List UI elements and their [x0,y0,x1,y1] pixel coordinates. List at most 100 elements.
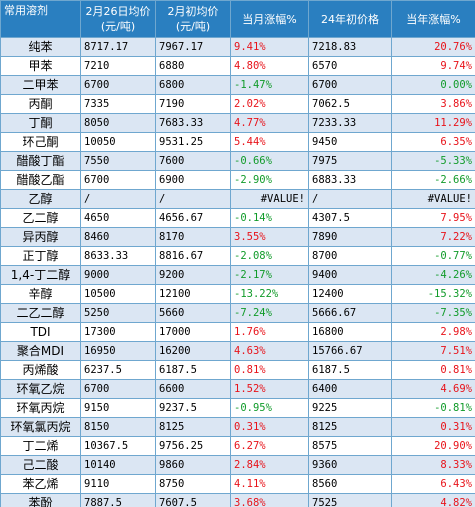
header-year-start-price: 24年初价格 [308,0,392,38]
table-row: 正丁醇 8633.33 8816.67 -2.08% 8700 -0.77% [0,246,475,266]
year-change: 7.95% [391,208,475,228]
feb-start-avg-price: 8750 [155,474,231,494]
feb26-avg-price: 6700 [80,379,156,399]
feb26-avg-price: 10050 [80,132,156,152]
feb26-avg-price: 10367.5 [80,436,156,456]
year-change: -15.32% [391,284,475,304]
header-row: 常用溶剂 2月26日均价 (元/吨) 2月初均价 (元/吨) 当月涨幅% 24年… [0,0,475,38]
table-row: 丁酮 8050 7683.33 4.77% 7233.33 11.29% [0,113,475,133]
feb26-avg-price: 6237.5 [80,360,156,380]
year-start-price: 8575 [308,436,392,456]
solvent-name: 环氧氯丙烷 [0,417,81,437]
feb-start-avg-price: 6800 [155,75,231,95]
year-start-price: 6570 [308,56,392,76]
feb26-avg-price: 7335 [80,94,156,114]
feb-start-avg-price: 8170 [155,227,231,247]
feb26-avg-price: 16950 [80,341,156,361]
feb26-avg-price: 7210 [80,56,156,76]
year-change: 6.35% [391,132,475,152]
year-change: 0.31% [391,417,475,437]
month-change: 6.27% [230,436,309,456]
solvent-name: 丙烯酸 [0,360,81,380]
month-change: 4.63% [230,341,309,361]
year-start-price: 9400 [308,265,392,285]
feb26-avg-price: 17300 [80,322,156,342]
table-row: 辛醇 10500 12100 -13.22% 12400 -15.32% [0,284,475,304]
year-start-price: 6883.33 [308,170,392,190]
feb26-avg-price: 9000 [80,265,156,285]
feb-start-avg-price: 12100 [155,284,231,304]
solvent-name: 醋酸乙酯 [0,170,81,190]
month-change: 1.52% [230,379,309,399]
year-start-price: 8700 [308,246,392,266]
table-row: 环己酮 10050 9531.25 5.44% 9450 6.35% [0,132,475,152]
feb-start-avg-price: 9531.25 [155,132,231,152]
feb26-avg-price: 9150 [80,398,156,418]
year-start-price: 4307.5 [308,208,392,228]
header-feb-start-avg: 2月初均价 (元/吨) [155,0,231,38]
table-row: 乙醇 / / #VALUE! / #VALUE! [0,189,475,209]
solvent-name: 环氧乙烷 [0,379,81,399]
table-body: 纯苯 8717.17 7967.17 9.41% 7218.83 20.76% 甲苯 7210… [0,37,475,507]
feb26-avg-price: 8150 [80,417,156,437]
month-change: 0.81% [230,360,309,380]
table-row: 异丙醇 8460 8170 3.55% 7890 7.22% [0,227,475,247]
feb-start-avg-price: 9756.25 [155,436,231,456]
month-change: 4.80% [230,56,309,76]
solvent-name: 辛醇 [0,284,81,304]
feb-start-avg-price: 9237.5 [155,398,231,418]
year-change: 11.29% [391,113,475,133]
feb26-avg-price: / [80,189,156,209]
year-start-price: 7233.33 [308,113,392,133]
table-row: 乙二醇 4650 4656.67 -0.14% 4307.5 7.95% [0,208,475,228]
table-row: 己二酸 10140 9860 2.84% 9360 8.33% [0,455,475,475]
year-change: 7.22% [391,227,475,247]
header-solvent: 常用溶剂 [0,0,81,38]
year-change: 8.33% [391,455,475,475]
solvent-name: 苯乙烯 [0,474,81,494]
month-change: -2.17% [230,265,309,285]
year-change: 9.74% [391,56,475,76]
month-change: -0.66% [230,151,309,171]
feb26-avg-price: 6700 [80,75,156,95]
header-feb-start-avg-title: 2月初均价 [167,5,219,18]
year-change: 20.76% [391,37,475,57]
solvent-name: 正丁醇 [0,246,81,266]
feb26-avg-price: 4650 [80,208,156,228]
table-row: 丁二烯 10367.5 9756.25 6.27% 8575 20.90% [0,436,475,456]
year-start-price: 15766.67 [308,341,392,361]
year-change: 2.98% [391,322,475,342]
year-change: 7.51% [391,341,475,361]
feb26-avg-price: 10140 [80,455,156,475]
month-change: 2.02% [230,94,309,114]
header-month-change: 当月涨幅% [230,0,309,38]
year-change: 0.81% [391,360,475,380]
solvent-name: 异丙醇 [0,227,81,247]
header-feb26-avg-title: 2月26日均价 [85,5,151,18]
month-change: -1.47% [230,75,309,95]
year-start-price: 16800 [308,322,392,342]
feb-start-avg-price: 5660 [155,303,231,323]
year-start-price: 9360 [308,455,392,475]
table-row: 醋酸丁酯 7550 7600 -0.66% 7975 -5.33% [0,151,475,171]
feb-start-avg-price: 6880 [155,56,231,76]
header-feb26-avg-unit: (元/吨) [100,20,136,33]
solvent-name: 纯苯 [0,37,81,57]
month-change: 4.11% [230,474,309,494]
year-change: 4.69% [391,379,475,399]
solvent-name: 聚合MDI [0,341,81,361]
feb-start-avg-price: 6900 [155,170,231,190]
table-row: 苯酚 7887.5 7607.5 3.68% 7525 4.82% [0,493,475,507]
table-row: TDI 17300 17000 1.76% 16800 2.98% [0,322,475,342]
table-row: 纯苯 8717.17 7967.17 9.41% 7218.83 20.76% [0,37,475,57]
table-row: 丙烯酸 6237.5 6187.5 0.81% 6187.5 0.81% [0,360,475,380]
header-feb26-avg: 2月26日均价 (元/吨) [80,0,156,38]
month-change: 0.31% [230,417,309,437]
year-change: 6.43% [391,474,475,494]
year-start-price: 9450 [308,132,392,152]
year-change: 4.82% [391,493,475,507]
year-change: -4.26% [391,265,475,285]
feb-start-avg-price: 7607.5 [155,493,231,507]
